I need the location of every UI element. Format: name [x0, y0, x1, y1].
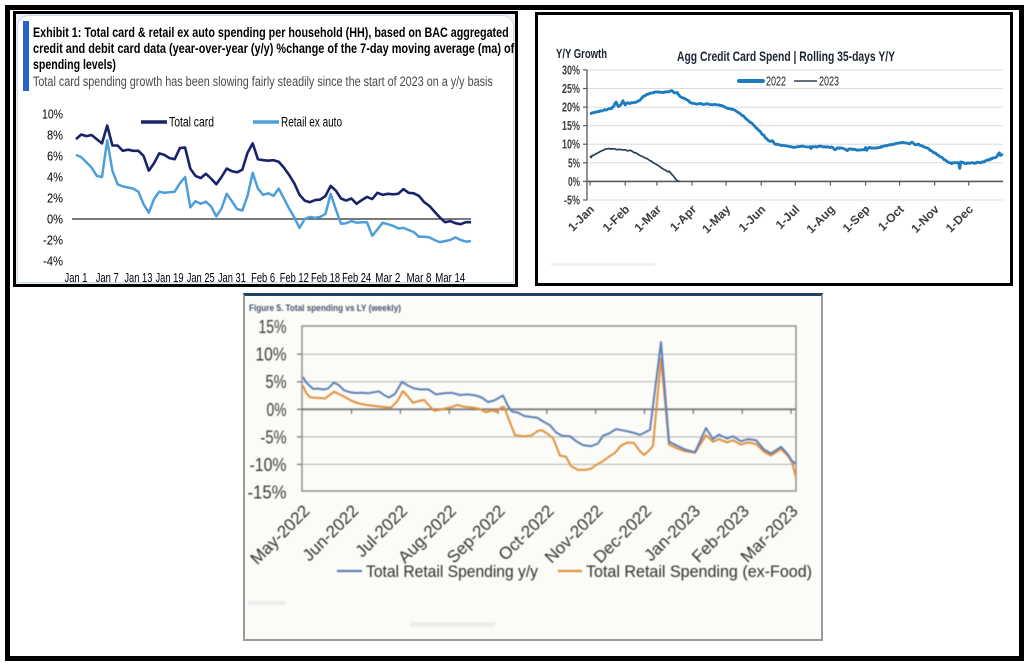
svg-text:Retail ex auto: Retail ex auto	[281, 115, 342, 130]
svg-text:Jan 31: Jan 31	[218, 271, 246, 284]
svg-text:10%: 10%	[256, 344, 287, 365]
svg-text:1-Feb: 1-Feb	[600, 202, 633, 235]
svg-text:30%: 30%	[562, 63, 580, 77]
svg-text:0%: 0%	[267, 399, 287, 420]
svg-text:1-Aug: 1-Aug	[804, 202, 838, 236]
svg-text:-10%: -10%	[250, 454, 287, 475]
svg-text:15%: 15%	[259, 316, 287, 337]
svg-text:0%: 0%	[568, 175, 580, 189]
svg-text:1-Oct: 1-Oct	[875, 202, 907, 234]
svg-text:1-Jun: 1-Jun	[736, 202, 769, 235]
svg-text:2022: 2022	[766, 74, 786, 89]
svg-text:5%: 5%	[568, 156, 580, 170]
svg-text:Agg Credit Card Spend | Rollin: Agg Credit Card Spend | Rolling 35-days …	[677, 48, 895, 64]
svg-text:15%: 15%	[562, 119, 580, 133]
svg-text:1-Mar: 1-Mar	[631, 202, 664, 235]
svg-text:5%: 5%	[266, 371, 287, 392]
svg-text:20%: 20%	[562, 101, 580, 115]
svg-text:1-Apr: 1-Apr	[667, 202, 699, 234]
svg-text:Total Retail Spending y/y: Total Retail Spending y/y	[366, 563, 539, 581]
svg-text:1-Dec: 1-Dec	[943, 202, 976, 235]
svg-text:May-2022: May-2022	[247, 501, 314, 568]
svg-text:Jan 19: Jan 19	[156, 271, 184, 284]
svg-text:2023: 2023	[819, 74, 839, 89]
svg-text:-5%: -5%	[564, 194, 580, 208]
svg-text:10%: 10%	[562, 138, 580, 152]
svg-text:Total Retail Spending (ex-Food: Total Retail Spending (ex-Food)	[586, 563, 812, 581]
svg-text:Mar 14: Mar 14	[435, 271, 465, 284]
svg-text:0%: 0%	[47, 212, 63, 227]
svg-text:25%: 25%	[562, 82, 580, 96]
svg-text:-4%: -4%	[43, 254, 63, 269]
svg-text:Jan 1: Jan 1	[65, 271, 88, 284]
svg-text:Total card: Total card	[169, 115, 214, 130]
svg-text:-5%: -5%	[261, 426, 287, 447]
svg-text:1-May: 1-May	[699, 202, 733, 236]
svg-text:6%: 6%	[47, 149, 63, 164]
svg-text:1-Sep: 1-Sep	[840, 202, 873, 235]
svg-text:-15%: -15%	[248, 481, 287, 502]
svg-text:10%: 10%	[42, 107, 63, 122]
svg-text:2%: 2%	[47, 191, 63, 206]
svg-text:Mar 8: Mar 8	[407, 271, 432, 284]
svg-text:1-Jul: 1-Jul	[773, 202, 803, 232]
svg-text:4%: 4%	[47, 170, 63, 185]
svg-text:Feb 6: Feb 6	[251, 271, 275, 284]
svg-text:Feb 24: Feb 24	[342, 271, 371, 284]
svg-text:Y/Y Growth: Y/Y Growth	[556, 47, 607, 61]
svg-text:Figure 5. Total spending vs LY: Figure 5. Total spending vs LY (weekly)	[249, 303, 401, 314]
svg-text:Feb 12: Feb 12	[280, 271, 309, 284]
svg-text:Feb 18: Feb 18	[311, 271, 340, 284]
svg-text:8%: 8%	[47, 128, 63, 143]
svg-text:Jan 25: Jan 25	[187, 271, 215, 284]
svg-text:Mar 2: Mar 2	[375, 271, 400, 284]
svg-text:1-Nov: 1-Nov	[908, 202, 942, 236]
svg-text:Jan 13: Jan 13	[124, 271, 152, 284]
svg-text:Jan 7: Jan 7	[96, 271, 119, 284]
svg-text:-2%: -2%	[43, 233, 63, 248]
